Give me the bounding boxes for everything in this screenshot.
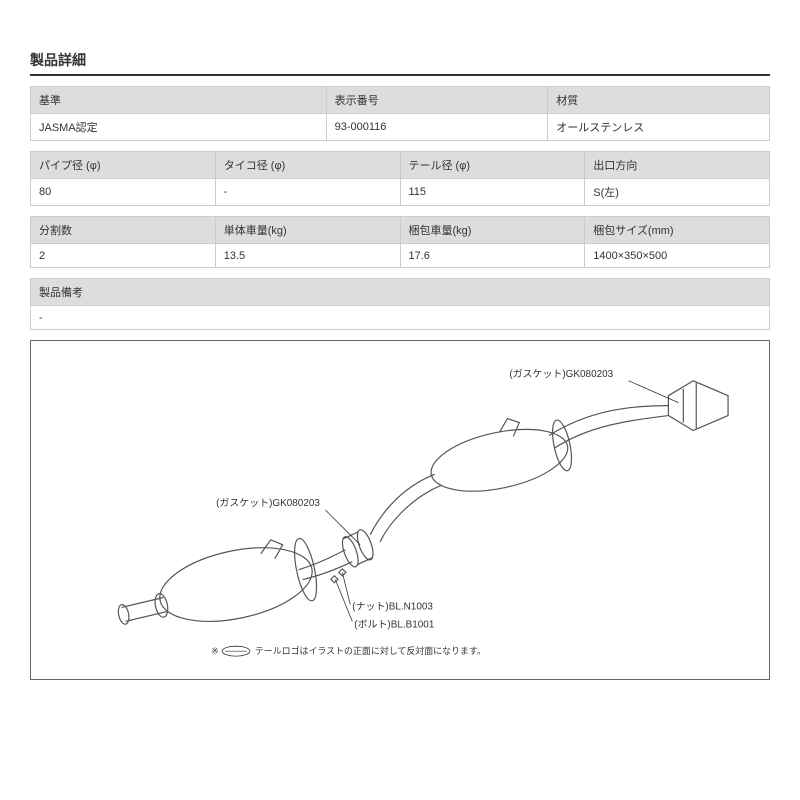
td-material: オールステンレス <box>548 114 770 141</box>
td-split: 2 <box>31 244 216 268</box>
section-title: 製品詳細 <box>30 50 770 76</box>
note-prefix: ※ <box>211 646 219 656</box>
td-pack-wt: 17.6 <box>400 244 585 268</box>
svg-text:※: ※ <box>211 646 219 656</box>
th-material: 材質 <box>548 87 770 114</box>
label-gasket-mid: (ガスケット)GK080203 <box>216 497 320 509</box>
td-pipe-dia: 80 <box>31 179 216 206</box>
label-gasket-top: (ガスケット)GK080203 <box>509 368 613 380</box>
td-pack-size: 1400×350×500 <box>585 244 770 268</box>
th-unit-wt: 単体車量(kg) <box>215 217 400 244</box>
exhaust-svg: (ガスケット)GK080203 (ガスケット)GK080203 (ナット)BL.… <box>31 341 769 679</box>
spec-table-2: パイプ径 (φ) タイコ径 (φ) テール径 (φ) 出口方向 80 - 115… <box>30 151 770 206</box>
exhaust-diagram: (ガスケット)GK080203 (ガスケット)GK080203 (ナット)BL.… <box>30 340 770 680</box>
spec-table-4: 製品備考 - <box>30 278 770 330</box>
th-display-no: 表示番号 <box>326 87 548 114</box>
spec-table-3: 分割数 単体車量(kg) 梱包車量(kg) 梱包サイズ(mm) 2 13.5 1… <box>30 216 770 268</box>
td-unit-wt: 13.5 <box>215 244 400 268</box>
th-taiko-dia: タイコ径 (φ) <box>215 152 400 179</box>
label-nut: (ナット)BL.N1003 <box>352 600 433 612</box>
td-remarks: - <box>31 306 770 330</box>
th-exit-dir: 出口方向 <box>585 152 770 179</box>
th-split: 分割数 <box>31 217 216 244</box>
th-pack-size: 梱包サイズ(mm) <box>585 217 770 244</box>
td-taiko-dia: - <box>215 179 400 206</box>
td-tail-dia: 115 <box>400 179 585 206</box>
diagram-note: テールロゴはイラストの正面に対して反対面になります。 <box>255 645 486 656</box>
label-bolt: (ボルト)BL.B1001 <box>354 618 435 630</box>
th-tail-dia: テール径 (φ) <box>400 152 585 179</box>
spec-table-1: 基準 表示番号 材質 JASMA認定 93-000116 オールステンレス <box>30 86 770 141</box>
th-remarks: 製品備考 <box>31 279 770 306</box>
th-pipe-dia: パイプ径 (φ) <box>31 152 216 179</box>
td-standard: JASMA認定 <box>31 114 327 141</box>
td-display-no: 93-000116 <box>326 114 548 141</box>
th-pack-wt: 梱包車量(kg) <box>400 217 585 244</box>
td-exit-dir: S(左) <box>585 179 770 206</box>
th-standard: 基準 <box>31 87 327 114</box>
